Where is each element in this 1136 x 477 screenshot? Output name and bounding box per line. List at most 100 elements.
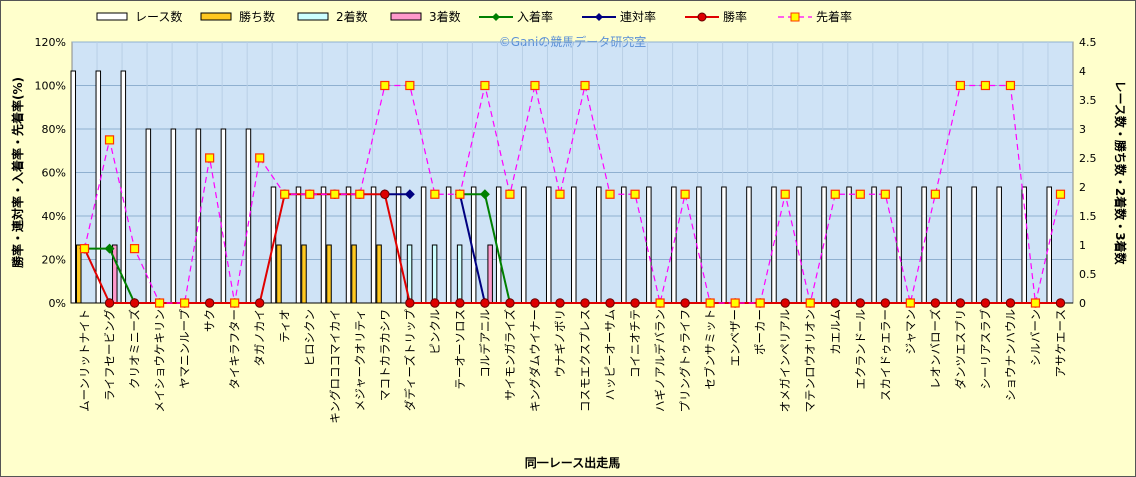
bar-レース数 <box>195 128 202 304</box>
category-label: テーオーソロス <box>453 309 467 390</box>
right-tick-label: 4 <box>1079 65 1086 78</box>
bar-勝ち数 <box>76 244 82 304</box>
point-先着率 <box>305 189 315 199</box>
legend-swatch-勝ち数 <box>200 12 232 21</box>
point-先着率 <box>980 80 991 91</box>
point-先着率 <box>630 189 640 199</box>
point-先着率 <box>730 298 740 308</box>
right-tick-label: 0 <box>1079 297 1086 310</box>
category-label: コイニオチテ <box>628 309 642 378</box>
point-先着率 <box>955 80 965 91</box>
legend-swatch-3着数 <box>390 12 422 21</box>
line-先着率 <box>83 84 1062 304</box>
left-tick-label: 0% <box>49 297 66 310</box>
point-勝率 <box>830 298 840 308</box>
bar-レース数 <box>971 186 977 304</box>
bar-レース数 <box>1046 186 1052 304</box>
right-tick-label: 3 <box>1079 123 1086 136</box>
category-label: クリオミニーズ <box>128 309 142 389</box>
bar-レース数 <box>646 186 652 304</box>
point-先着率 <box>355 189 365 199</box>
point-先着率 <box>1005 80 1016 91</box>
bar-レース数 <box>746 186 752 304</box>
point-先着率 <box>505 189 515 199</box>
point-先着率 <box>330 189 340 199</box>
line-連対率 <box>458 194 486 304</box>
legend-label: 3着数 <box>429 9 461 24</box>
category-label: ショウナンハウル <box>1003 309 1017 401</box>
category-label: カエルム <box>828 309 842 355</box>
point-先着率 <box>905 298 915 308</box>
point-勝率 <box>855 298 865 308</box>
point-勝率 <box>430 298 440 308</box>
bar-レース数 <box>621 186 627 304</box>
left-tick-label: 120% <box>35 36 66 49</box>
bar-勝ち数 <box>351 244 357 304</box>
category-label: ポーカー <box>753 309 767 355</box>
point-勝率 <box>129 298 140 308</box>
point-先着率 <box>580 80 590 91</box>
right-axis-title: レース数・勝ち数・2着数・3着数 <box>1113 80 1128 265</box>
category-label: ハッピーオーサム <box>603 309 617 401</box>
legend-marker <box>595 13 603 21</box>
bar-レース数 <box>145 128 152 304</box>
point-先着率 <box>154 298 165 308</box>
category-label: キングロココマイカイ <box>328 309 342 424</box>
bar-2着数 <box>431 244 438 304</box>
point-勝率 <box>530 298 540 308</box>
bar-レース数 <box>445 186 452 304</box>
bar-レース数 <box>220 128 227 304</box>
point-先着率 <box>430 189 440 199</box>
left-tick-label: 60% <box>42 167 66 180</box>
point-勝率 <box>605 298 615 308</box>
point-勝率 <box>955 298 966 308</box>
legend-marker <box>697 12 707 22</box>
point-勝率 <box>980 298 991 308</box>
point-入着率 <box>104 243 115 254</box>
x-axis-title: 同一レース出走馬 <box>525 455 620 470</box>
point-先着率 <box>79 244 90 254</box>
category-label: シーリアスラブ <box>978 309 992 390</box>
category-label: ピンクル <box>428 309 442 355</box>
point-先着率 <box>655 298 665 308</box>
right-axis-ticks: 0 0.5 1 1.5 2 2.5 3 3.5 4 4.5 <box>1079 36 1097 310</box>
legend-label: 連対率 <box>620 9 656 24</box>
point-先着率 <box>680 189 690 199</box>
category-label: メジャークオリティ <box>353 309 367 411</box>
category-label: タイキラフター <box>228 309 242 390</box>
bar-レース数 <box>871 186 877 304</box>
left-axis-ticks: 0% 20% 40% 60% 80% 100% 120% <box>35 36 66 310</box>
category-label: ヒロシクン <box>303 309 317 367</box>
point-先着率 <box>230 298 240 308</box>
point-先着率 <box>205 153 215 163</box>
category-label: プリングトゥライフ <box>678 309 692 413</box>
bar-レース数 <box>345 186 352 304</box>
point-勝率 <box>455 298 465 308</box>
point-勝率 <box>630 298 640 308</box>
point-先着率 <box>380 80 390 91</box>
point-先着率 <box>129 244 140 254</box>
right-tick-label: 1 <box>1079 239 1086 252</box>
right-tick-label: 0.5 <box>1079 268 1097 281</box>
point-勝率 <box>254 298 265 308</box>
point-先着率 <box>805 298 815 308</box>
left-tick-label: 100% <box>35 80 66 93</box>
category-label: ムーンリットナイト <box>78 309 92 412</box>
legend-marker <box>790 12 800 22</box>
right-tick-label: 2 <box>1079 181 1086 194</box>
category-label: サイモンガライズ <box>503 309 517 401</box>
category-label: タガノカイ <box>253 309 267 367</box>
point-先着率 <box>180 298 190 308</box>
category-label: メイショウケキリン <box>153 309 167 413</box>
point-先着率 <box>830 189 840 199</box>
right-tick-label: 1.5 <box>1079 210 1097 223</box>
category-label: ウナギノボリ <box>553 309 567 378</box>
point-先着率 <box>530 80 540 91</box>
point-勝率 <box>380 189 390 199</box>
bar-レース数 <box>671 186 677 304</box>
bar-レース数 <box>571 186 577 304</box>
legend-label: 勝率 <box>723 9 747 24</box>
category-label: ヤマニンループ <box>178 309 192 389</box>
